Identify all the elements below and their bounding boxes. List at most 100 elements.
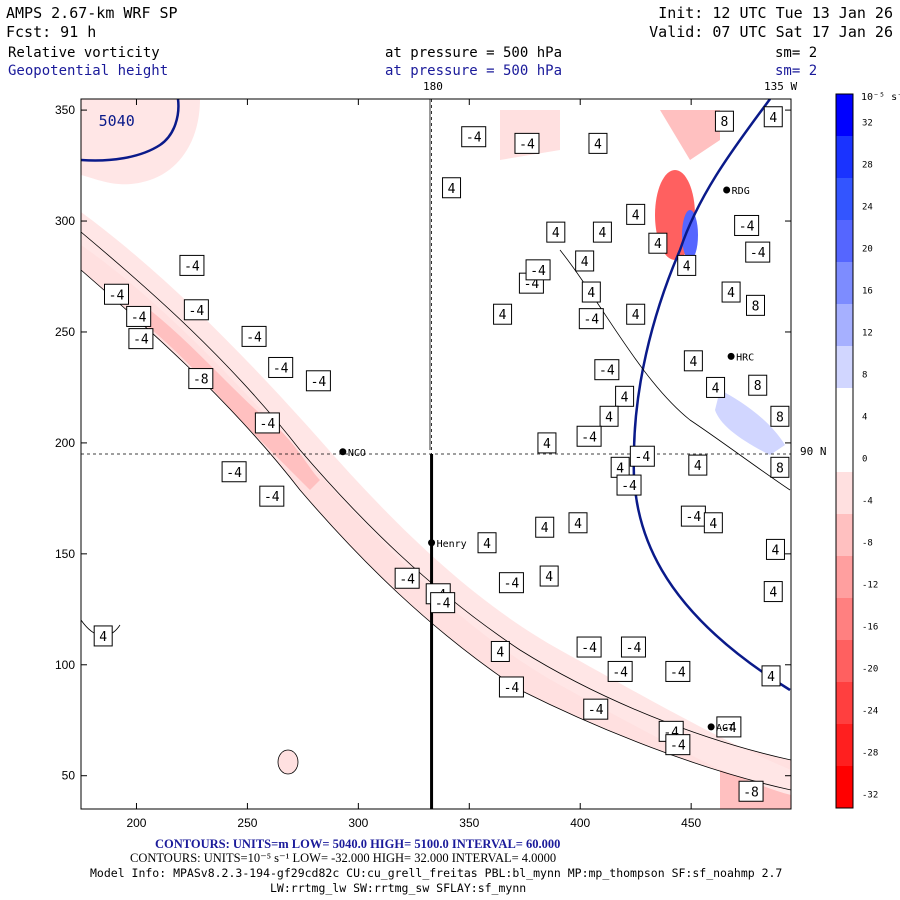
colorbar-tick-label: -8 <box>862 538 873 548</box>
vort-label: -4 <box>680 505 706 527</box>
vort-label: 4 <box>568 512 588 534</box>
station-marker <box>727 352 735 360</box>
vort-label: -4 <box>745 241 771 263</box>
vort-label: 4 <box>581 281 601 303</box>
vort-label-box <box>578 308 604 330</box>
vort-label: -4 <box>498 572 524 594</box>
vort-label-text: 4 <box>727 286 735 301</box>
colorbar-swatch <box>836 430 853 473</box>
vort-label-text: -4 <box>131 310 147 325</box>
model-title: AMPS 2.67-km WRF SP <box>6 4 178 22</box>
vort-label: -4 <box>268 356 294 378</box>
lon-label-180: 180 <box>423 80 443 93</box>
vort-label: 4 <box>539 565 559 587</box>
colorbar-swatch <box>836 94 853 137</box>
vort-label: -4 <box>578 308 604 330</box>
vort-label-text: -4 <box>626 641 642 656</box>
pos-vort-patch <box>715 390 785 455</box>
vort-label-text: 4 <box>496 645 504 660</box>
vort-label-text: 4 <box>616 461 624 476</box>
vort-label: 4 <box>626 303 646 325</box>
station-label: NCO <box>348 448 366 459</box>
vort-label-text: -4 <box>612 665 628 680</box>
vort-label-box <box>770 405 790 427</box>
vort-label: -8 <box>738 780 764 802</box>
vort-label-text: -4 <box>260 417 276 432</box>
y-tick-label: 350 <box>55 103 75 117</box>
vort-label-text: 4 <box>621 390 629 405</box>
vort-label-text: -4 <box>264 490 280 505</box>
vort-label-text: 8 <box>721 115 729 130</box>
vort-label-box <box>665 734 691 756</box>
vort-label: 8 <box>770 405 790 427</box>
vort-label-box <box>588 132 608 154</box>
vort-label-text: 4 <box>543 437 551 452</box>
vort-label-text: 8 <box>754 379 762 394</box>
vort-label: -4 <box>576 636 602 658</box>
neg-vort-north-2 <box>660 110 720 160</box>
vort-label-box <box>241 325 267 347</box>
vort-label: 4 <box>683 350 703 372</box>
vort-label: -4 <box>576 425 602 447</box>
vort-label: -4 <box>734 214 760 236</box>
vort-label-box <box>703 512 723 534</box>
vort-label-text: -4 <box>184 259 200 274</box>
vort-label-box <box>575 250 595 272</box>
colorbar-swatch <box>836 766 853 809</box>
vort-label-text: 4 <box>587 286 595 301</box>
vort-label: -4 <box>461 126 487 148</box>
vort-label-box <box>616 474 642 496</box>
vort-label-text: -4 <box>670 665 686 680</box>
vort-label-box <box>477 532 497 554</box>
vort-label-box <box>745 241 771 263</box>
vort-label-box <box>620 636 646 658</box>
x-tick-label: 350 <box>459 816 479 830</box>
vort-label: -4 <box>126 305 152 327</box>
vort-label: 4 <box>575 250 595 272</box>
vort-label-box <box>763 581 783 603</box>
vort-label-text: -4 <box>583 313 599 328</box>
vort-contour-f <box>277 749 299 775</box>
field-shading <box>81 99 791 809</box>
field2-level: at pressure = 500 hPa <box>385 63 562 79</box>
vort-label-box <box>394 567 420 589</box>
field2-smoothing: sm= 2 <box>775 63 817 79</box>
vort-label-box <box>761 665 781 687</box>
field1-level: at pressure = 500 hPa <box>385 45 562 61</box>
strong-pos-vort <box>682 210 698 260</box>
vort-label: -4 <box>616 474 642 496</box>
colorbar-swatch <box>836 598 853 641</box>
vort-label: 4 <box>490 640 510 662</box>
x-tick-label: 400 <box>570 816 590 830</box>
colorbar-unit: 10⁻⁵ s⁻¹ <box>861 92 900 103</box>
plot-frame <box>80 98 792 810</box>
vort-label: -4 <box>607 660 633 682</box>
vort-label: -4 <box>179 254 205 276</box>
vort-contour-a <box>81 231 791 761</box>
vort-label-text: -4 <box>399 572 415 587</box>
vort-label-box <box>706 376 726 398</box>
colorbar-tick-label: 24 <box>862 202 873 212</box>
neg-vort-corner <box>81 99 200 185</box>
vort-label-box <box>179 254 205 276</box>
footer-contours-height: CONTOURS: UNITS=m LOW= 5040.0 HIGH= 5100… <box>155 837 560 851</box>
vort-label: 4 <box>592 221 612 243</box>
vort-label-box <box>546 221 566 243</box>
vort-label-text: 4 <box>709 517 717 532</box>
vort-label: 8 <box>746 294 765 316</box>
neg-vort-band-3 <box>140 310 320 490</box>
y-tick-label: 100 <box>55 658 75 672</box>
vort-label-text: -4 <box>466 131 482 146</box>
footer-model-info-2: LW:rrtmg_lw SW:rrtmg_sw SFLAY:sf_mynn <box>270 881 526 895</box>
vort-label-text: -4 <box>504 577 520 592</box>
vort-label-box <box>770 456 790 478</box>
colorbar-swatch <box>836 682 853 725</box>
vort-label-text: 4 <box>632 308 640 323</box>
height-contour-label: 5040 <box>99 112 135 130</box>
vort-label-box <box>626 203 646 225</box>
colorbar-tick-label: 16 <box>862 286 873 296</box>
vort-label-box <box>629 445 655 467</box>
station-marker <box>339 448 347 456</box>
